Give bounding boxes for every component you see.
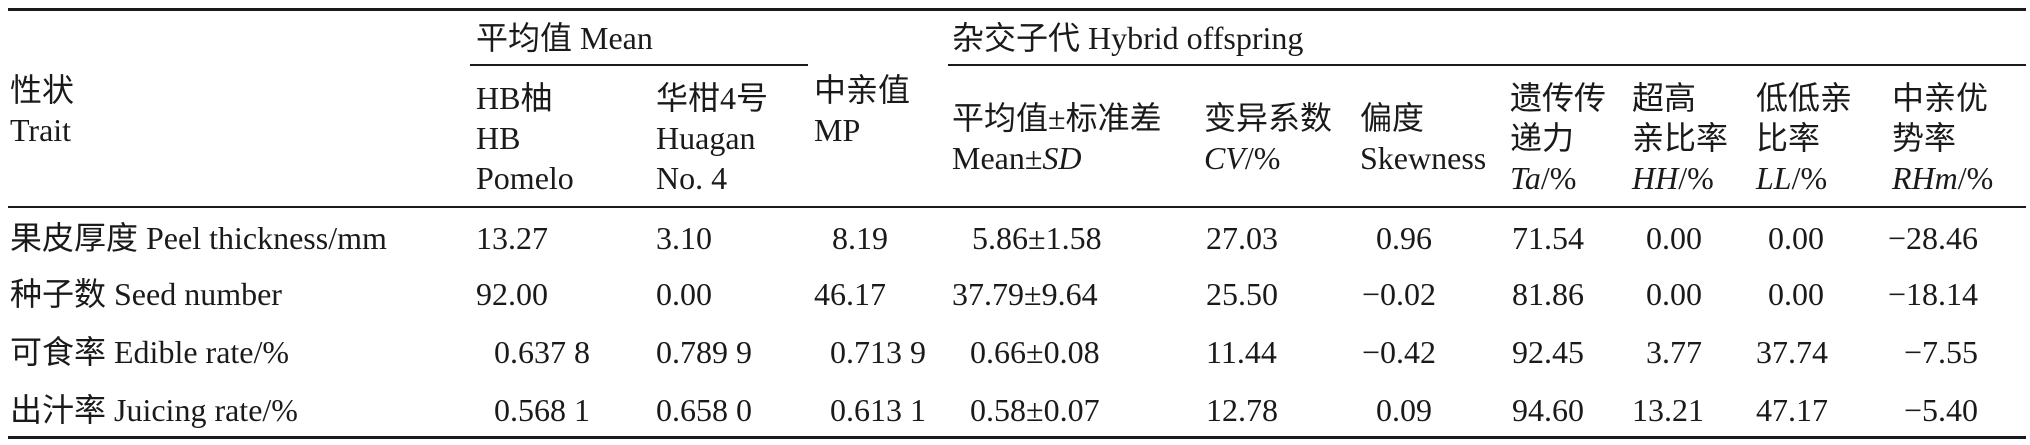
header-rhm-zh2: 势率 xyxy=(1892,120,1957,156)
header-hh-symbol: HH xyxy=(1632,160,1679,196)
row-hb-value: 0.637 8 xyxy=(494,334,590,370)
header-rhm-zh1: 中亲优 xyxy=(1892,80,1989,116)
row-ta-value: 94.60 xyxy=(1512,392,1584,428)
header-cv: 变异系数 CV/% xyxy=(1204,98,1332,178)
header-ll-symbol: LL xyxy=(1756,160,1792,196)
header-mean-sd: 平均值±标准差 Mean±SD xyxy=(952,98,1162,178)
row-mp-value: 0.713 9 xyxy=(830,334,926,370)
header-trait-zh: 性状 xyxy=(10,72,75,108)
row-hh-value: 3.77 xyxy=(1646,334,1702,370)
row-trait: 可食率 Edible rate/% xyxy=(10,334,290,370)
row-trait: 果皮厚度 Peel thickness/mm xyxy=(10,220,387,256)
row-ll-value: 37.74 xyxy=(1756,334,1828,370)
row-ta-value: 92.45 xyxy=(1512,334,1584,370)
row-mp-value: 8.19 xyxy=(832,220,888,256)
header-hh-unit: /% xyxy=(1678,160,1714,196)
row-ta-value: 71.54 xyxy=(1512,220,1584,256)
header-meansd-en: Mean± xyxy=(952,140,1043,176)
row-skew-value: −0.42 xyxy=(1362,334,1437,370)
header-skew-en: Skewness xyxy=(1360,140,1487,176)
header-ta-unit: /% xyxy=(1540,160,1577,196)
header-rhm-unit: /% xyxy=(1957,160,1994,196)
row-mp-value: 0.613 1 xyxy=(830,392,926,428)
header-cv-zh: 变异系数 xyxy=(1204,100,1333,136)
header-hb-en1: HB xyxy=(476,120,521,156)
row-meansd-value: 0.58±0.07 xyxy=(970,392,1100,428)
header-meansd-sd: SD xyxy=(1042,140,1082,176)
header-ll: 低低亲 比率 LL/% xyxy=(1756,78,1852,198)
header-hh-zh1: 超高 xyxy=(1632,80,1697,116)
row-hh-value: 13.21 xyxy=(1632,392,1704,428)
row-huagan-value: 0.658 0 xyxy=(656,392,752,428)
row-skew-value: 0.96 xyxy=(1376,220,1432,256)
row-skew-value: 0.09 xyxy=(1376,392,1432,428)
bottom-rule xyxy=(8,436,2026,439)
mean-group-rule xyxy=(470,64,808,66)
row-hb-value: 13.27 xyxy=(476,220,548,256)
row-rhm-value: −5.40 xyxy=(1904,392,1979,428)
header-huagan-zh: 华柑4号 xyxy=(656,80,769,116)
header-ta-zh2: 递力 xyxy=(1510,120,1575,156)
row-trait: 出汁率 Juicing rate/% xyxy=(10,392,298,428)
row-ll-value: 0.00 xyxy=(1768,276,1824,312)
row-meansd-value: 5.86±1.58 xyxy=(972,220,1102,256)
row-rhm-value: −18.14 xyxy=(1888,276,1979,312)
header-ta-zh1: 遗传传 xyxy=(1510,80,1607,116)
row-hb-value: 92.00 xyxy=(476,276,548,312)
header-skewness: 偏度 Skewness xyxy=(1360,98,1486,178)
row-meansd-value: 0.66±0.08 xyxy=(970,334,1100,370)
row-huagan-value: 0.00 xyxy=(656,276,712,312)
header-hh-zh2: 亲比率 xyxy=(1632,120,1729,156)
header-ll-zh2: 比率 xyxy=(1756,120,1821,156)
row-cv-value: 12.78 xyxy=(1206,392,1278,428)
header-mean-group: 平均值 Mean xyxy=(476,20,653,56)
header-trait-en: Trait xyxy=(10,112,72,148)
header-huagan-en2: No. 4 xyxy=(656,160,728,196)
row-huagan-value: 0.789 9 xyxy=(656,334,752,370)
header-rhm: 中亲优 势率 RHm/% xyxy=(1892,78,1993,198)
row-rhm-value: −7.55 xyxy=(1904,334,1979,370)
row-ll-value: 0.00 xyxy=(1768,220,1824,256)
header-hh: 超高 亲比率 HH/% xyxy=(1632,78,1728,198)
header-huagan-en1: Huagan xyxy=(656,120,756,156)
header-ta-symbol: Ta xyxy=(1510,160,1541,196)
row-cv-value: 11.44 xyxy=(1206,334,1277,370)
header-huagan: 华柑4号 Huagan No. 4 xyxy=(656,78,768,198)
row-ta-value: 81.86 xyxy=(1512,276,1584,312)
header-mid-parent: 中亲值 MP xyxy=(814,70,910,150)
hybrid-group-rule xyxy=(948,64,2026,66)
header-ta: 遗传传 递力 Ta/% xyxy=(1510,78,1606,198)
header-hb-zh: HB柚 xyxy=(476,80,553,116)
header-cv-unit: /% xyxy=(1244,140,1281,176)
header-hb-pomelo: HB柚 HB Pomelo xyxy=(476,78,574,198)
header-trait: 性状 Trait xyxy=(10,70,74,150)
header-hybrid-group: 杂交子代 Hybrid offspring xyxy=(952,20,1304,56)
row-cv-value: 25.50 xyxy=(1206,276,1278,312)
header-mp-zh: 中亲值 xyxy=(814,72,911,108)
header-skew-zh: 偏度 xyxy=(1360,100,1425,136)
row-hh-value: 0.00 xyxy=(1646,220,1702,256)
header-ll-unit: /% xyxy=(1791,160,1828,196)
header-ll-zh1: 低低亲 xyxy=(1756,80,1853,116)
row-ll-value: 47.17 xyxy=(1756,392,1828,428)
header-mp-en: MP xyxy=(814,112,861,148)
row-huagan-value: 3.10 xyxy=(656,220,712,256)
row-cv-value: 27.03 xyxy=(1206,220,1278,256)
row-hb-value: 0.568 1 xyxy=(494,392,590,428)
header-cv-symbol: CV xyxy=(1204,140,1245,176)
header-bottom-rule xyxy=(8,206,2026,208)
row-trait: 种子数 Seed number xyxy=(10,276,282,312)
row-hh-value: 0.00 xyxy=(1646,276,1702,312)
top-rule xyxy=(8,8,2026,11)
header-hb-en2: Pomelo xyxy=(476,160,574,196)
row-meansd-value: 37.79±9.64 xyxy=(952,276,1098,312)
row-mp-value: 46.17 xyxy=(814,276,886,312)
row-skew-value: −0.02 xyxy=(1362,276,1437,312)
row-rhm-value: −28.46 xyxy=(1888,220,1979,256)
header-rhm-symbol: RHm xyxy=(1892,160,1958,196)
header-meansd-zh: 平均值±标准差 xyxy=(952,100,1162,136)
